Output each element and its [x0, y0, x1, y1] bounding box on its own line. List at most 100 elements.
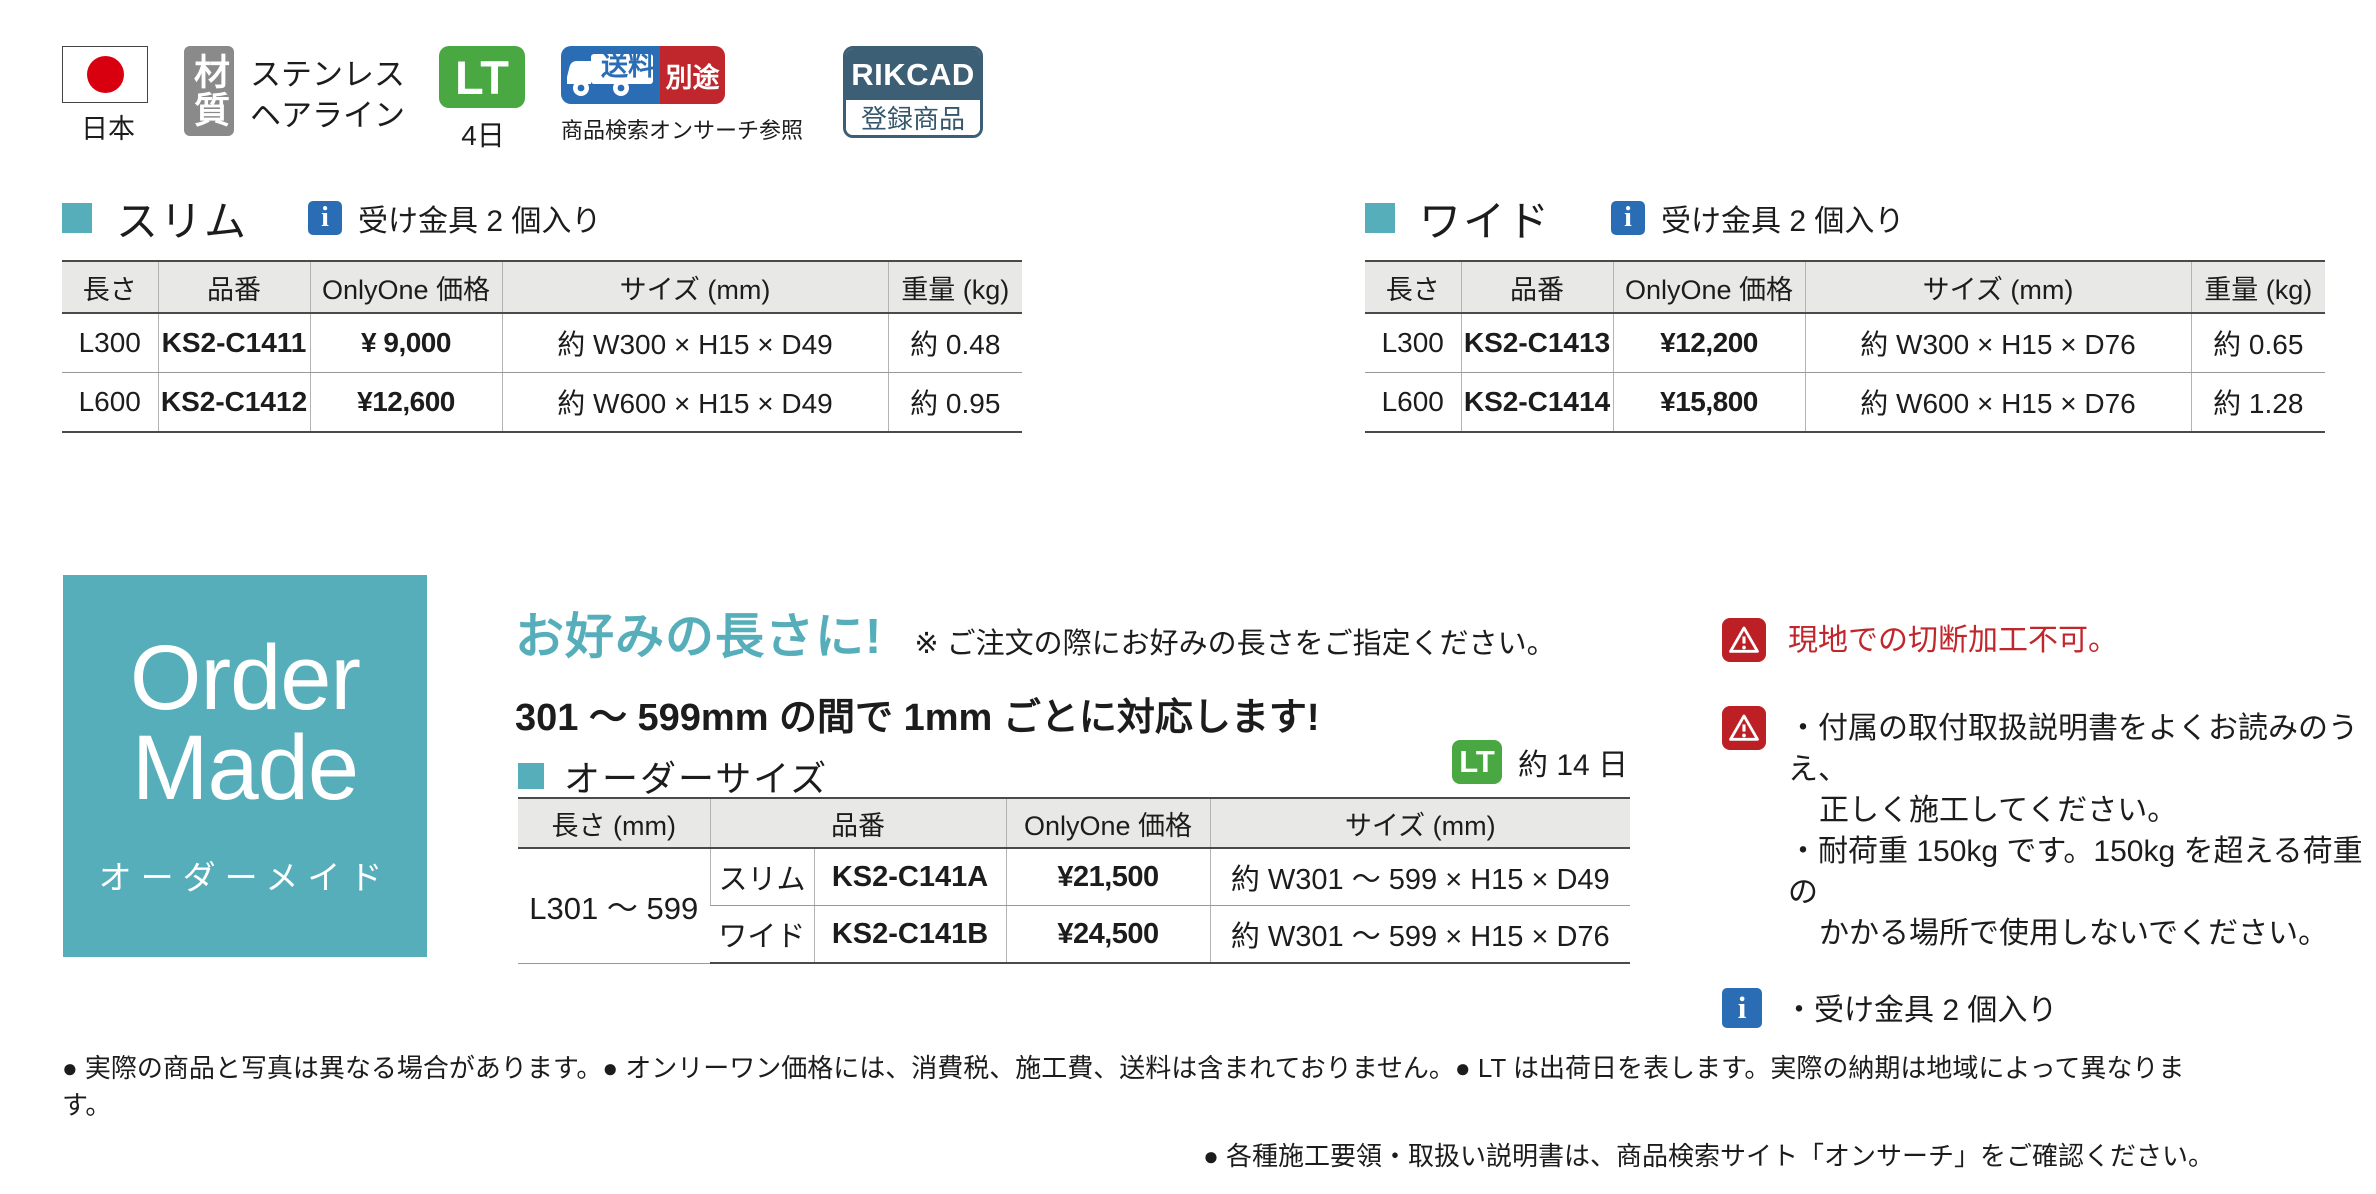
notice-line: ・付属の取付取扱説明書をよくお読みのうえ、 [1788, 712, 2358, 786]
table-header-row: 長さ 品番 OnlyOne 価格 サイズ (mm) 重量 (kg) [1365, 260, 2325, 314]
col-size: サイズ (mm) [1209, 797, 1630, 849]
notice-installation: ・付属の取付取扱説明書をよくお読みのうえ、 正しく施工してください。 ・耐荷重 … [1722, 706, 2370, 954]
origin-badge: 日本 [62, 46, 154, 146]
length-cell: L600 [1365, 372, 1461, 433]
col-length: 長さ [1365, 260, 1461, 314]
order-made-headline: お好みの長さに! [515, 610, 883, 664]
table-row: L300 KS2-C1411 ¥ 9,000 約 W300 × H15 × D4… [62, 313, 1022, 373]
order-lt-days: 約 14 日 [1518, 749, 1629, 782]
notice-line: ・耐荷重 150kg です。150kg を超える荷重の [1788, 835, 2363, 909]
col-price: OnlyOne 価格 [1612, 260, 1805, 314]
partno-cell: KS2-C1414 [1460, 372, 1613, 433]
notice-line: かかる場所で使用しないでください。 [1819, 917, 2329, 950]
partno-cell: KS2-C141A [813, 848, 1006, 906]
leadtime-badge-group: LT 4日 [439, 46, 527, 154]
info-icon: i [1611, 201, 1646, 235]
order-made-subheadline: 301 〜 599mm の間で 1mm ごとに対応します! [515, 697, 1320, 739]
notice-line: 正しく施工してください。 [1819, 794, 2178, 827]
rikcad-title: RIKCAD [846, 49, 981, 100]
material-icon: 材質 [184, 46, 234, 136]
slim-table: 長さ 品番 OnlyOne 価格 サイズ (mm) 重量 (kg) L300 K… [62, 260, 1022, 433]
info-icon: i [308, 201, 343, 235]
material-text: ステンレス ヘアライン [250, 46, 405, 136]
table-header-row: 長さ 品番 OnlyOne 価格 サイズ (mm) 重量 (kg) [62, 260, 1022, 314]
length-cell: L300 [1365, 313, 1461, 373]
shipping-caption: 商品検索オンサーチ参照 [561, 118, 804, 143]
size-cell: 約 W300 × H15 × D76 [1804, 313, 2191, 373]
lt-icon: LT [439, 46, 525, 108]
col-size: サイズ (mm) [1804, 260, 2191, 314]
length-cell: L600 [62, 372, 158, 433]
square-bullet-icon [518, 763, 544, 789]
col-partno: 品番 [157, 260, 310, 314]
shipping-right-label: 別途 [660, 46, 725, 104]
square-bullet-icon [62, 203, 92, 233]
type-cell: ワイド [710, 905, 814, 964]
col-price: OnlyOne 価格 [309, 260, 502, 314]
material-line1: ステンレス [250, 57, 405, 92]
badge-row: 日本 材質 ステンレス ヘアライン LT 4日 [62, 46, 984, 154]
size-cell: 約 W300 × H15 × D49 [501, 313, 888, 373]
price-cell: ¥24,500 [1005, 905, 1210, 964]
notice-no-cutting: 現地での切断加工不可。 [1722, 618, 2370, 662]
col-partno: 品番 [1460, 260, 1613, 314]
weight-cell: 約 0.65 [2190, 313, 2325, 373]
weight-cell: 約 1.28 [2190, 372, 2325, 433]
japan-flag-icon [62, 46, 148, 103]
order-size-title: オーダーサイズ [564, 758, 829, 799]
partno-cell: KS2-C141B [813, 905, 1006, 964]
price-cell: ¥21,500 [1005, 848, 1210, 906]
table-row: L600 KS2-C1412 ¥12,600 約 W600 × H15 × D4… [62, 372, 1022, 433]
price-cell: ¥12,600 [309, 372, 502, 433]
col-weight: 重量 (kg) [887, 260, 1022, 314]
partno-cell: KS2-C1413 [1460, 313, 1613, 373]
price-cell: ¥12,200 [1612, 313, 1805, 373]
rikcad-badge: RIKCAD 登録商品 [843, 46, 984, 138]
col-partno: 品番 [709, 797, 1006, 849]
order-table: 長さ (mm) 品番 OnlyOne 価格 サイズ (mm) L301 〜 59… [518, 797, 1630, 964]
wide-title: ワイド [1419, 197, 1552, 245]
type-cell: スリム [709, 848, 814, 906]
lt-days: 4日 [461, 120, 505, 151]
footer-line1: ● 実際の商品と写真は異なる場合があります。● オンリーワン価格には、消費税、施… [62, 1053, 2185, 1120]
section-slim: スリム i 受け金具 2 個入り 長さ 品番 OnlyOne 価格 サイズ (m… [62, 196, 1022, 433]
shipping-badge-group: 送料 別途 商品検索オンサーチ参照 [561, 46, 803, 145]
shipping-badge: 送料 別途 [561, 46, 725, 104]
material-badge-group: 材質 ステンレス ヘアライン [184, 46, 405, 136]
footer-line2: ● 各種施工要領・取扱い説明書は、商品検索サイト「オンサーチ」をご確認ください。 [1203, 1141, 2214, 1171]
partno-cell: KS2-C1412 [157, 372, 310, 433]
order-made-banner: Order Made オーダーメイド [63, 575, 427, 957]
origin-label: 日本 [81, 114, 135, 144]
footer-notes: ● 実際の商品と写真は異なる場合があります。● オンリーワン価格には、消費税、施… [62, 1048, 2214, 1173]
price-cell: ¥ 9,000 [309, 313, 502, 373]
material-line2: ヘアライン [250, 98, 405, 133]
col-length: 長さ (mm) [518, 797, 710, 849]
notices-panel: 現地での切断加工不可。 ・付属の取付取扱説明書をよくお読みのうえ、 正しく施工し… [1722, 618, 2370, 1031]
wide-info: 受け金具 2 個入り [1661, 205, 1905, 238]
shipping-left-label: 送料 [601, 51, 655, 81]
warning-icon [1722, 706, 1766, 750]
length-cell: L300 [62, 313, 158, 373]
slim-info: 受け金具 2 個入り [358, 205, 602, 238]
table-header-row: 長さ (mm) 品番 OnlyOne 価格 サイズ (mm) [518, 797, 1630, 849]
wide-heading: ワイド i 受け金具 2 個入り [1365, 196, 2325, 245]
rikcad-subtitle: 登録商品 [846, 100, 981, 135]
square-bullet-icon [1365, 203, 1395, 233]
order-made-caption: オーダーメイド [98, 859, 392, 897]
table-row: L301 〜 599 スリム KS2-C141A ¥21,500 約 W301 … [518, 848, 1630, 964]
notice-installation-text: ・付属の取付取扱説明書をよくお読みのうえ、 正しく施工してください。 ・耐荷重 … [1788, 706, 2370, 954]
weight-cell: 約 0.48 [887, 313, 1022, 373]
col-price: OnlyOne 価格 [1005, 797, 1210, 849]
order-made-line2: Made [131, 717, 359, 819]
wide-table: 長さ 品番 OnlyOne 価格 サイズ (mm) 重量 (kg) L300 K… [1365, 260, 2325, 433]
warning-icon [1722, 618, 1766, 662]
notice-fittings: i ・受け金具 2 個入り [1722, 988, 2370, 1031]
order-made-headline-row: お好みの長さに! ※ ご注文の際にお好みの長さをご指定ください。 [515, 597, 1556, 668]
lt-icon: LT [1452, 740, 1502, 784]
notice-no-cutting-text: 現地での切断加工不可。 [1788, 624, 2118, 657]
table-row: L300 KS2-C1413 ¥12,200 約 W300 × H15 × D7… [1365, 313, 2325, 373]
size-cell: 約 W301 〜 599 × H15 × D49 [1209, 848, 1630, 906]
table-row: L600 KS2-C1414 ¥15,800 約 W600 × H15 × D7… [1365, 372, 2325, 433]
slim-title: スリム [116, 197, 249, 245]
size-cell: 約 W301 〜 599 × H15 × D76 [1209, 905, 1630, 964]
